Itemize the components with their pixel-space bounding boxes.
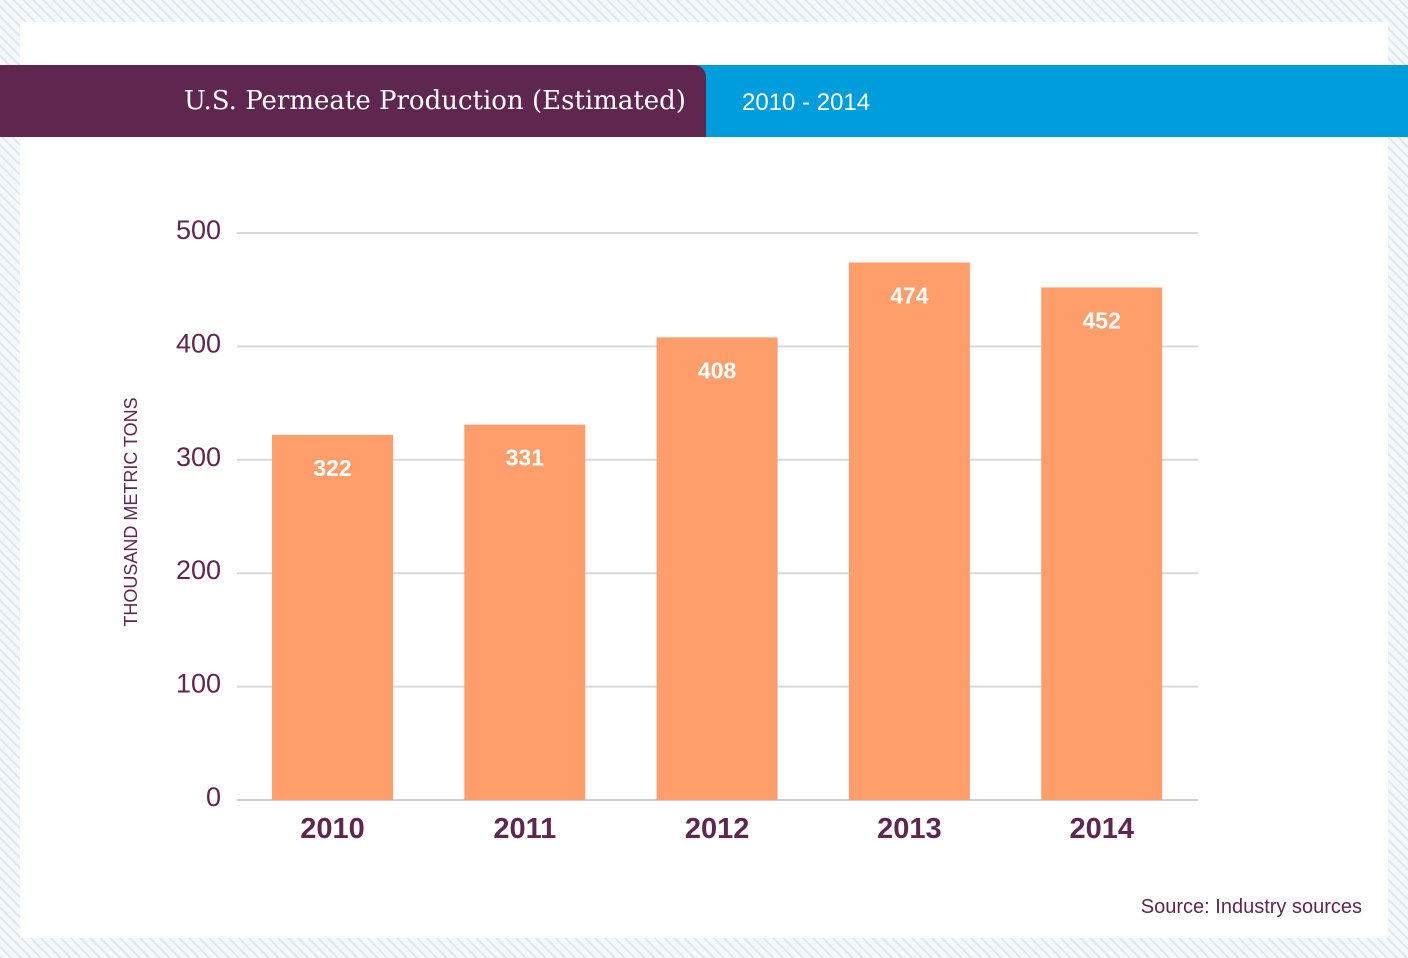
y-tick-label: 300 bbox=[176, 442, 221, 472]
bar-value-label: 474 bbox=[890, 282, 929, 308]
y-tick-label: 500 bbox=[176, 215, 221, 245]
title-band bbox=[0, 65, 706, 137]
bar bbox=[848, 262, 970, 800]
x-tick-label: 2010 bbox=[300, 813, 365, 845]
bar bbox=[272, 434, 393, 800]
bar-value-label: 408 bbox=[698, 357, 737, 383]
source-note: Source: Industry sources bbox=[1140, 896, 1362, 918]
x-tick-label: 2011 bbox=[493, 813, 556, 845]
chart-subtitle: 2010 - 2014 bbox=[742, 89, 871, 116]
chart-title: U.S. Permeate Production (Estimated) bbox=[184, 86, 686, 116]
x-tick-label: 2013 bbox=[877, 813, 942, 845]
x-tick-label: 2014 bbox=[1069, 813, 1134, 845]
y-tick-label: 100 bbox=[176, 669, 221, 699]
y-tick-label: 200 bbox=[176, 555, 221, 585]
y-tick-label: 0 bbox=[206, 782, 221, 812]
y-tick-label: 400 bbox=[176, 328, 221, 358]
bar bbox=[656, 337, 778, 800]
bar-value-label: 331 bbox=[506, 445, 545, 471]
bar bbox=[464, 424, 586, 800]
bar bbox=[1041, 287, 1163, 800]
y-axis-title: THOUSAND METRIC TONS bbox=[121, 397, 141, 626]
bar-value-label: 452 bbox=[1083, 307, 1121, 333]
x-tick-label: 2012 bbox=[685, 813, 750, 845]
bar-value-label: 322 bbox=[313, 455, 351, 481]
